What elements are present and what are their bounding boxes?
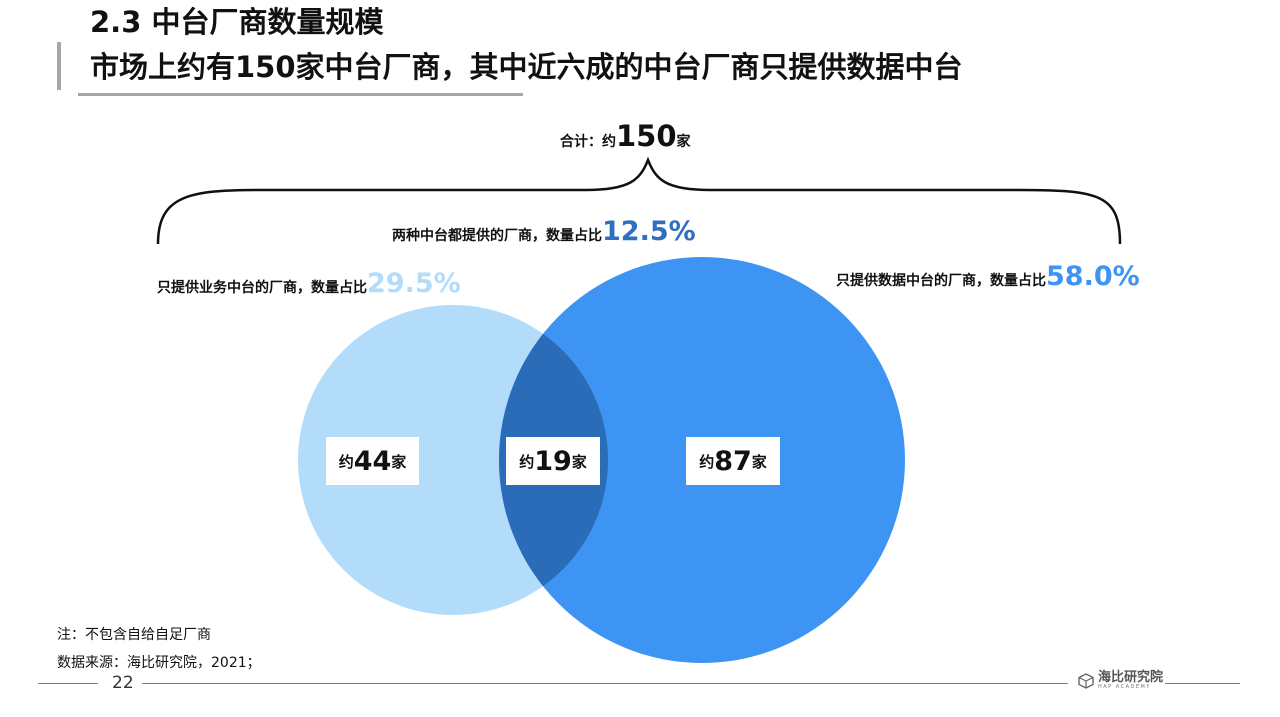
both-platforms-label: 两种中台都提供的厂商，数量占比12.5% bbox=[392, 212, 696, 256]
data-only-label: 只提供数据中台的厂商，数量占比58.0% bbox=[836, 257, 1140, 301]
page-subtitle: 市场上约有150家中台厂商，其中近六成的中台厂商只提供数据中台 bbox=[90, 50, 963, 84]
both-platforms-count-prefix: 约 bbox=[519, 452, 535, 471]
footer-line-middle bbox=[142, 683, 1068, 684]
both-platforms-count: 约 19 家 bbox=[506, 437, 600, 485]
both-platforms-percent: 12.5% bbox=[602, 216, 696, 247]
cube-logo-icon bbox=[1078, 672, 1094, 689]
both-platforms-text: 两种中台都提供的厂商，数量占比 bbox=[392, 228, 602, 244]
business-only-percent: 29.5% bbox=[367, 268, 461, 299]
data-only-count-value: 87 bbox=[714, 445, 752, 477]
business-only-count-unit: 家 bbox=[391, 452, 407, 471]
data-only-count-prefix: 约 bbox=[699, 452, 715, 471]
total-prefix: 合计：约 bbox=[560, 134, 616, 150]
business-only-count: 约 44 家 bbox=[326, 437, 419, 485]
data-only-count-unit: 家 bbox=[751, 452, 767, 471]
data-only-percent: 58.0% bbox=[1046, 261, 1140, 292]
total-unit: 家 bbox=[676, 134, 691, 150]
footer-line-right bbox=[1165, 683, 1240, 684]
brand-logo: 海比研究院 HAP ACADEMY bbox=[1078, 671, 1163, 690]
page-title: 2.3 中台厂商数量规模 bbox=[90, 5, 384, 39]
business-only-count-prefix: 约 bbox=[338, 452, 354, 471]
logo-name: 海比研究院 bbox=[1098, 670, 1164, 685]
total-label: 合计：约150家 bbox=[560, 116, 691, 162]
page-number: 22 bbox=[112, 673, 134, 693]
data-only-count: 约 87 家 bbox=[686, 437, 780, 485]
data-source: 数据来源：海比研究院，2021； bbox=[57, 655, 261, 671]
title-underline bbox=[78, 93, 523, 96]
business-only-label: 只提供业务中台的厂商，数量占比29.5% bbox=[157, 264, 461, 308]
business-only-count-value: 44 bbox=[353, 445, 392, 477]
total-brace bbox=[156, 156, 1122, 245]
data-only-text: 只提供数据中台的厂商，数量占比 bbox=[836, 273, 1046, 289]
both-platforms-count-unit: 家 bbox=[571, 452, 587, 471]
both-platforms-count-value: 19 bbox=[534, 445, 572, 477]
footer-line-left bbox=[38, 683, 98, 684]
footnote: 注：不包含自给自足厂商 bbox=[57, 627, 211, 643]
title-accent-bar bbox=[57, 42, 61, 90]
logo-subtitle: HAP ACADEMY bbox=[1098, 684, 1151, 690]
total-value: 150 bbox=[616, 119, 677, 153]
business-only-text: 只提供业务中台的厂商，数量占比 bbox=[157, 280, 367, 296]
